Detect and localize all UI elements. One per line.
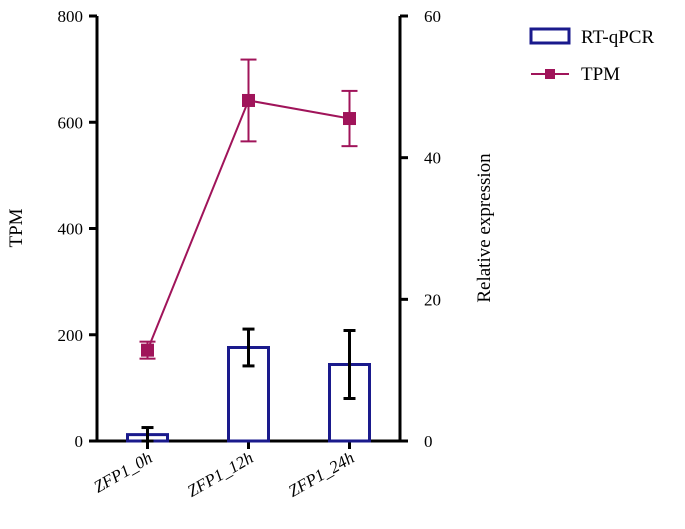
left-tick-label: 0 [75, 432, 84, 451]
right-axis-ticks: 0 20 40 60 [400, 7, 441, 451]
line-series [139, 58, 358, 360]
legend-swatch-bar [529, 27, 571, 45]
left-tick-label: 800 [58, 7, 84, 26]
x-tick-label: ZFP1_24h [285, 448, 357, 501]
tpm-point [343, 112, 356, 126]
right-tick-label: 40 [424, 149, 441, 168]
left-tick-label: 400 [58, 220, 84, 239]
legend-swatch-marker [545, 69, 555, 79]
legend-label-rtqpcr: RT-qPCR [581, 27, 654, 48]
right-tick-label: 60 [424, 7, 441, 26]
left-tick-label: 200 [58, 326, 84, 345]
legend-label-tpm: TPM [581, 64, 620, 85]
x-tick-label: ZFP1_12h [184, 448, 256, 501]
right-tick-label: 0 [424, 432, 433, 451]
bar-series [126, 327, 371, 443]
right-tick-label: 20 [424, 290, 441, 309]
left-axis-title: TPM [6, 208, 27, 247]
x-tick-label: ZFP1_0h [90, 448, 155, 497]
right-axis-title: Relative expression [474, 153, 495, 303]
x-axis-ticks: ZFP1_0h ZFP1_12h ZFP1_24h [90, 441, 358, 501]
left-tick-label: 600 [58, 113, 84, 132]
tpm-point [242, 93, 255, 107]
left-axis-ticks: 0 200 400 600 800 [58, 7, 97, 451]
tpm-point [141, 343, 154, 357]
legend: RT-qPCR TPM [529, 27, 654, 85]
